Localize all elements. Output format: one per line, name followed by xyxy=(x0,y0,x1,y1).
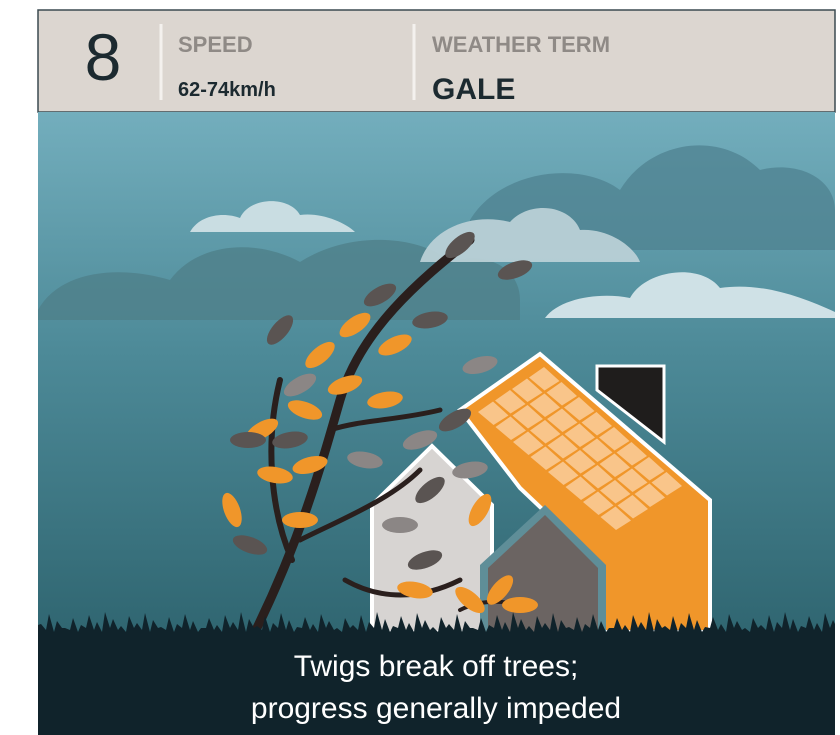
description-line: progress generally impeded xyxy=(251,692,621,725)
weather-term-label: WEATHER TERM xyxy=(432,32,610,57)
speed-label: SPEED xyxy=(178,32,253,57)
speed-value: 62-74km/h xyxy=(178,79,276,101)
beaufort-number: 8 xyxy=(85,20,122,94)
weather-term-value: GALE xyxy=(432,73,515,106)
leaf xyxy=(282,512,318,528)
page: 8 SPEED 62-74km/h WEATHER TERM GALE xyxy=(0,0,840,735)
leaf xyxy=(230,432,266,448)
leaf xyxy=(382,517,418,533)
description-line: Twigs break off trees; xyxy=(294,650,579,683)
scene xyxy=(38,112,838,642)
leaf xyxy=(502,597,538,613)
beaufort-card: 8 SPEED 62-74km/h WEATHER TERM GALE xyxy=(0,0,840,735)
